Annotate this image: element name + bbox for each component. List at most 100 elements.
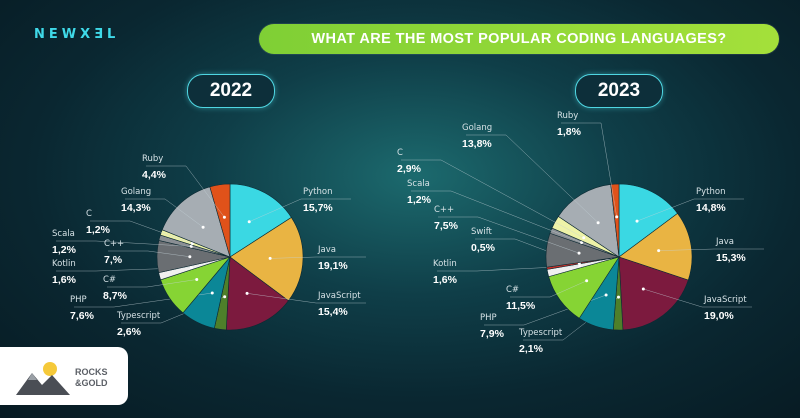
slice-ruby bbox=[209, 183, 231, 258]
leader-dot bbox=[604, 293, 608, 297]
leader-dot bbox=[616, 295, 620, 299]
label-value: 1,2% bbox=[52, 244, 77, 256]
label-value: 4,4% bbox=[142, 169, 167, 181]
leader-line bbox=[643, 288, 752, 308]
label-value: 1,6% bbox=[52, 274, 77, 286]
pie-2022: Python 15,7% Java 19,1% JavaScript 15,4% Types… bbox=[52, 154, 366, 338]
leader-dot bbox=[188, 255, 192, 259]
leader-dot bbox=[585, 279, 589, 283]
label-name: PHP bbox=[70, 295, 87, 305]
slice-java bbox=[618, 212, 693, 281]
leader-line bbox=[401, 159, 584, 239]
label-value: 7,% bbox=[104, 254, 123, 266]
label-name: Ruby bbox=[557, 111, 578, 121]
label-value: 7,9% bbox=[480, 328, 505, 340]
leader-dot bbox=[268, 256, 272, 260]
slice-python bbox=[618, 183, 678, 258]
label-name: Scala bbox=[407, 179, 430, 189]
label-name: C++ bbox=[434, 205, 454, 215]
leader-line bbox=[438, 216, 580, 254]
leader-line bbox=[437, 265, 580, 272]
leader-line bbox=[658, 248, 764, 251]
leader-dot bbox=[657, 249, 661, 253]
leader-dot bbox=[223, 295, 227, 299]
label-name: Python bbox=[303, 187, 332, 197]
label-name: Java bbox=[715, 237, 734, 247]
label-value: 1,8% bbox=[557, 126, 582, 138]
leader-dot bbox=[635, 219, 639, 223]
label-value: 1,6% bbox=[433, 274, 458, 286]
slice-ruby bbox=[610, 183, 620, 258]
leader-line bbox=[411, 190, 582, 243]
leader-line bbox=[249, 198, 351, 222]
pie-2023: Python 14,8% Java 15,3% JavaScript 19,0% Types… bbox=[397, 111, 764, 355]
label-name: Swift bbox=[471, 227, 493, 237]
slice-java bbox=[229, 217, 304, 302]
leader-line bbox=[466, 134, 599, 223]
mountain-icon bbox=[16, 362, 70, 395]
leader-dot bbox=[189, 244, 193, 248]
leader-dot bbox=[247, 220, 251, 224]
logo-line-2: &GOLD bbox=[75, 378, 108, 388]
title-banner: WHAT ARE THE MOST POPULAR CODING LANGUAG… bbox=[259, 24, 779, 54]
label-value: 15,7% bbox=[303, 202, 333, 214]
label-name: C# bbox=[103, 275, 116, 285]
label-name: Python bbox=[696, 187, 725, 197]
label-name: JavaScript bbox=[703, 295, 747, 305]
label-name: Kotlin bbox=[52, 259, 76, 269]
label-value: 2,9% bbox=[397, 163, 422, 175]
leader-dot bbox=[577, 251, 581, 255]
leader-dot bbox=[641, 287, 645, 291]
leader-dot bbox=[222, 215, 226, 219]
label-name: Golang bbox=[462, 123, 492, 133]
label-value: 11,5% bbox=[506, 300, 536, 312]
slice-golang bbox=[557, 184, 620, 258]
label-name: JavaScript bbox=[317, 291, 361, 301]
leader-line bbox=[270, 256, 366, 259]
leader-dot bbox=[582, 236, 586, 240]
slice-python bbox=[229, 183, 292, 258]
label-name: Typescript bbox=[518, 328, 563, 338]
label-value: 0,5% bbox=[471, 242, 496, 254]
label-value: 15,3% bbox=[716, 252, 746, 264]
leader-line bbox=[247, 293, 366, 304]
label-name: C# bbox=[506, 285, 519, 295]
year-2023-badge: 2023 bbox=[575, 74, 663, 108]
label-value: 2,1% bbox=[519, 343, 544, 355]
leader-line bbox=[510, 280, 587, 298]
label-value: 15,4% bbox=[318, 306, 348, 318]
label-value: 19,1% bbox=[318, 260, 348, 272]
leader-dot bbox=[615, 215, 619, 219]
leader-line bbox=[107, 279, 197, 288]
label-value: 8,7% bbox=[103, 290, 128, 302]
leader-dot bbox=[578, 264, 582, 268]
label-name: Typescript bbox=[116, 311, 161, 321]
leader-dot bbox=[596, 221, 600, 225]
leader-dot bbox=[245, 291, 249, 295]
leader-dot bbox=[190, 241, 194, 245]
label-value: 7,5% bbox=[434, 220, 459, 232]
leader-line bbox=[56, 240, 192, 247]
label-name: Ruby bbox=[142, 154, 163, 164]
label-value: 14,3% bbox=[121, 202, 151, 214]
slice-javascript bbox=[225, 256, 289, 331]
label-name: Java bbox=[317, 245, 336, 255]
leader-dot bbox=[580, 240, 584, 244]
leader-line bbox=[108, 250, 190, 257]
label-value: 19,0% bbox=[704, 310, 734, 322]
label-name: PHP bbox=[480, 313, 497, 323]
logo-line-1: ROCKS bbox=[75, 367, 108, 377]
logo-text: ROCKS &GOLD bbox=[75, 367, 108, 389]
label-value: 1,2% bbox=[407, 194, 432, 206]
label-name: C++ bbox=[104, 239, 124, 249]
leader-line bbox=[146, 165, 225, 218]
label-name: Scala bbox=[52, 229, 75, 239]
leader-line bbox=[125, 198, 204, 228]
brand-logo: NEWXƎL bbox=[34, 27, 120, 42]
leader-line bbox=[636, 198, 744, 222]
rocks-gold-logo: ROCKS &GOLD bbox=[0, 347, 128, 405]
leader-line bbox=[561, 122, 617, 217]
label-name: Golang bbox=[121, 187, 151, 197]
leader-dot bbox=[201, 225, 205, 229]
